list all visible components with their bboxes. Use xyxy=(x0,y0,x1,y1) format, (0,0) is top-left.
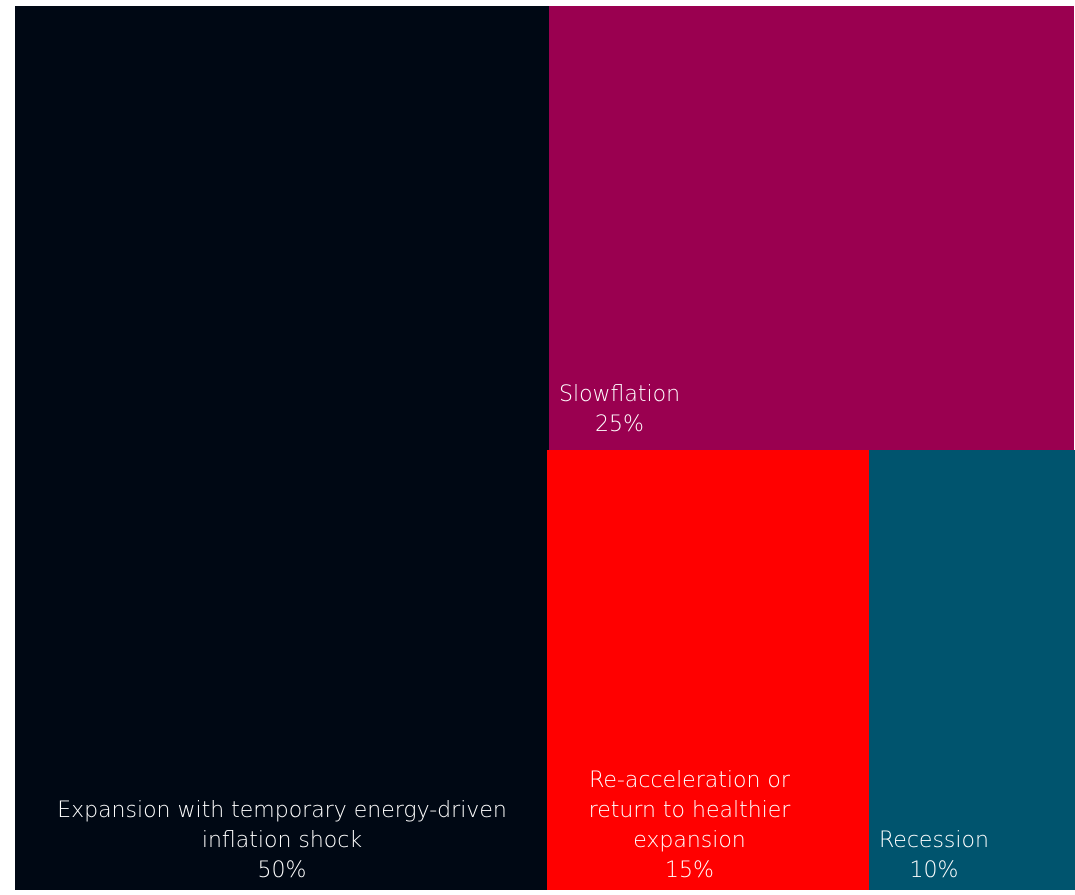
tile-expansion-value: 50% xyxy=(257,858,307,884)
tile-slowflation: Slowflation 25% xyxy=(549,6,1074,450)
tile-recession: Recession 10% xyxy=(869,450,1075,890)
tile-expansion: Expansion with temporary energy-driven i… xyxy=(15,6,549,890)
tile-slowflation-label: Slowflation 25% xyxy=(559,380,680,440)
tile-expansion-label: Expansion with temporary energy-driven i… xyxy=(15,796,549,886)
tile-reacceleration-name-line-2: return to healthier xyxy=(588,798,791,824)
tile-slowflation-name: Slowflation xyxy=(559,382,681,408)
tile-recession-value: 10% xyxy=(909,858,959,884)
tile-reacceleration: Re-acceleration or return to healthier e… xyxy=(547,450,869,890)
tile-expansion-name-line-2: inflation shock xyxy=(201,828,363,854)
tile-reacceleration-name-line-3: expansion xyxy=(633,828,746,854)
tile-recession-name: Recession xyxy=(879,828,989,854)
tile-expansion-name-line-1: Expansion with temporary energy-driven xyxy=(57,798,507,824)
tile-reacceleration-value: 15% xyxy=(665,858,714,884)
tile-reacceleration-label: Re-acceleration or return to healthier e… xyxy=(547,766,832,886)
tile-recession-label: Recession 10% xyxy=(879,826,989,886)
tile-slowflation-value: 25% xyxy=(595,412,644,438)
tile-reacceleration-name-line-1: Re-acceleration or xyxy=(589,768,790,794)
